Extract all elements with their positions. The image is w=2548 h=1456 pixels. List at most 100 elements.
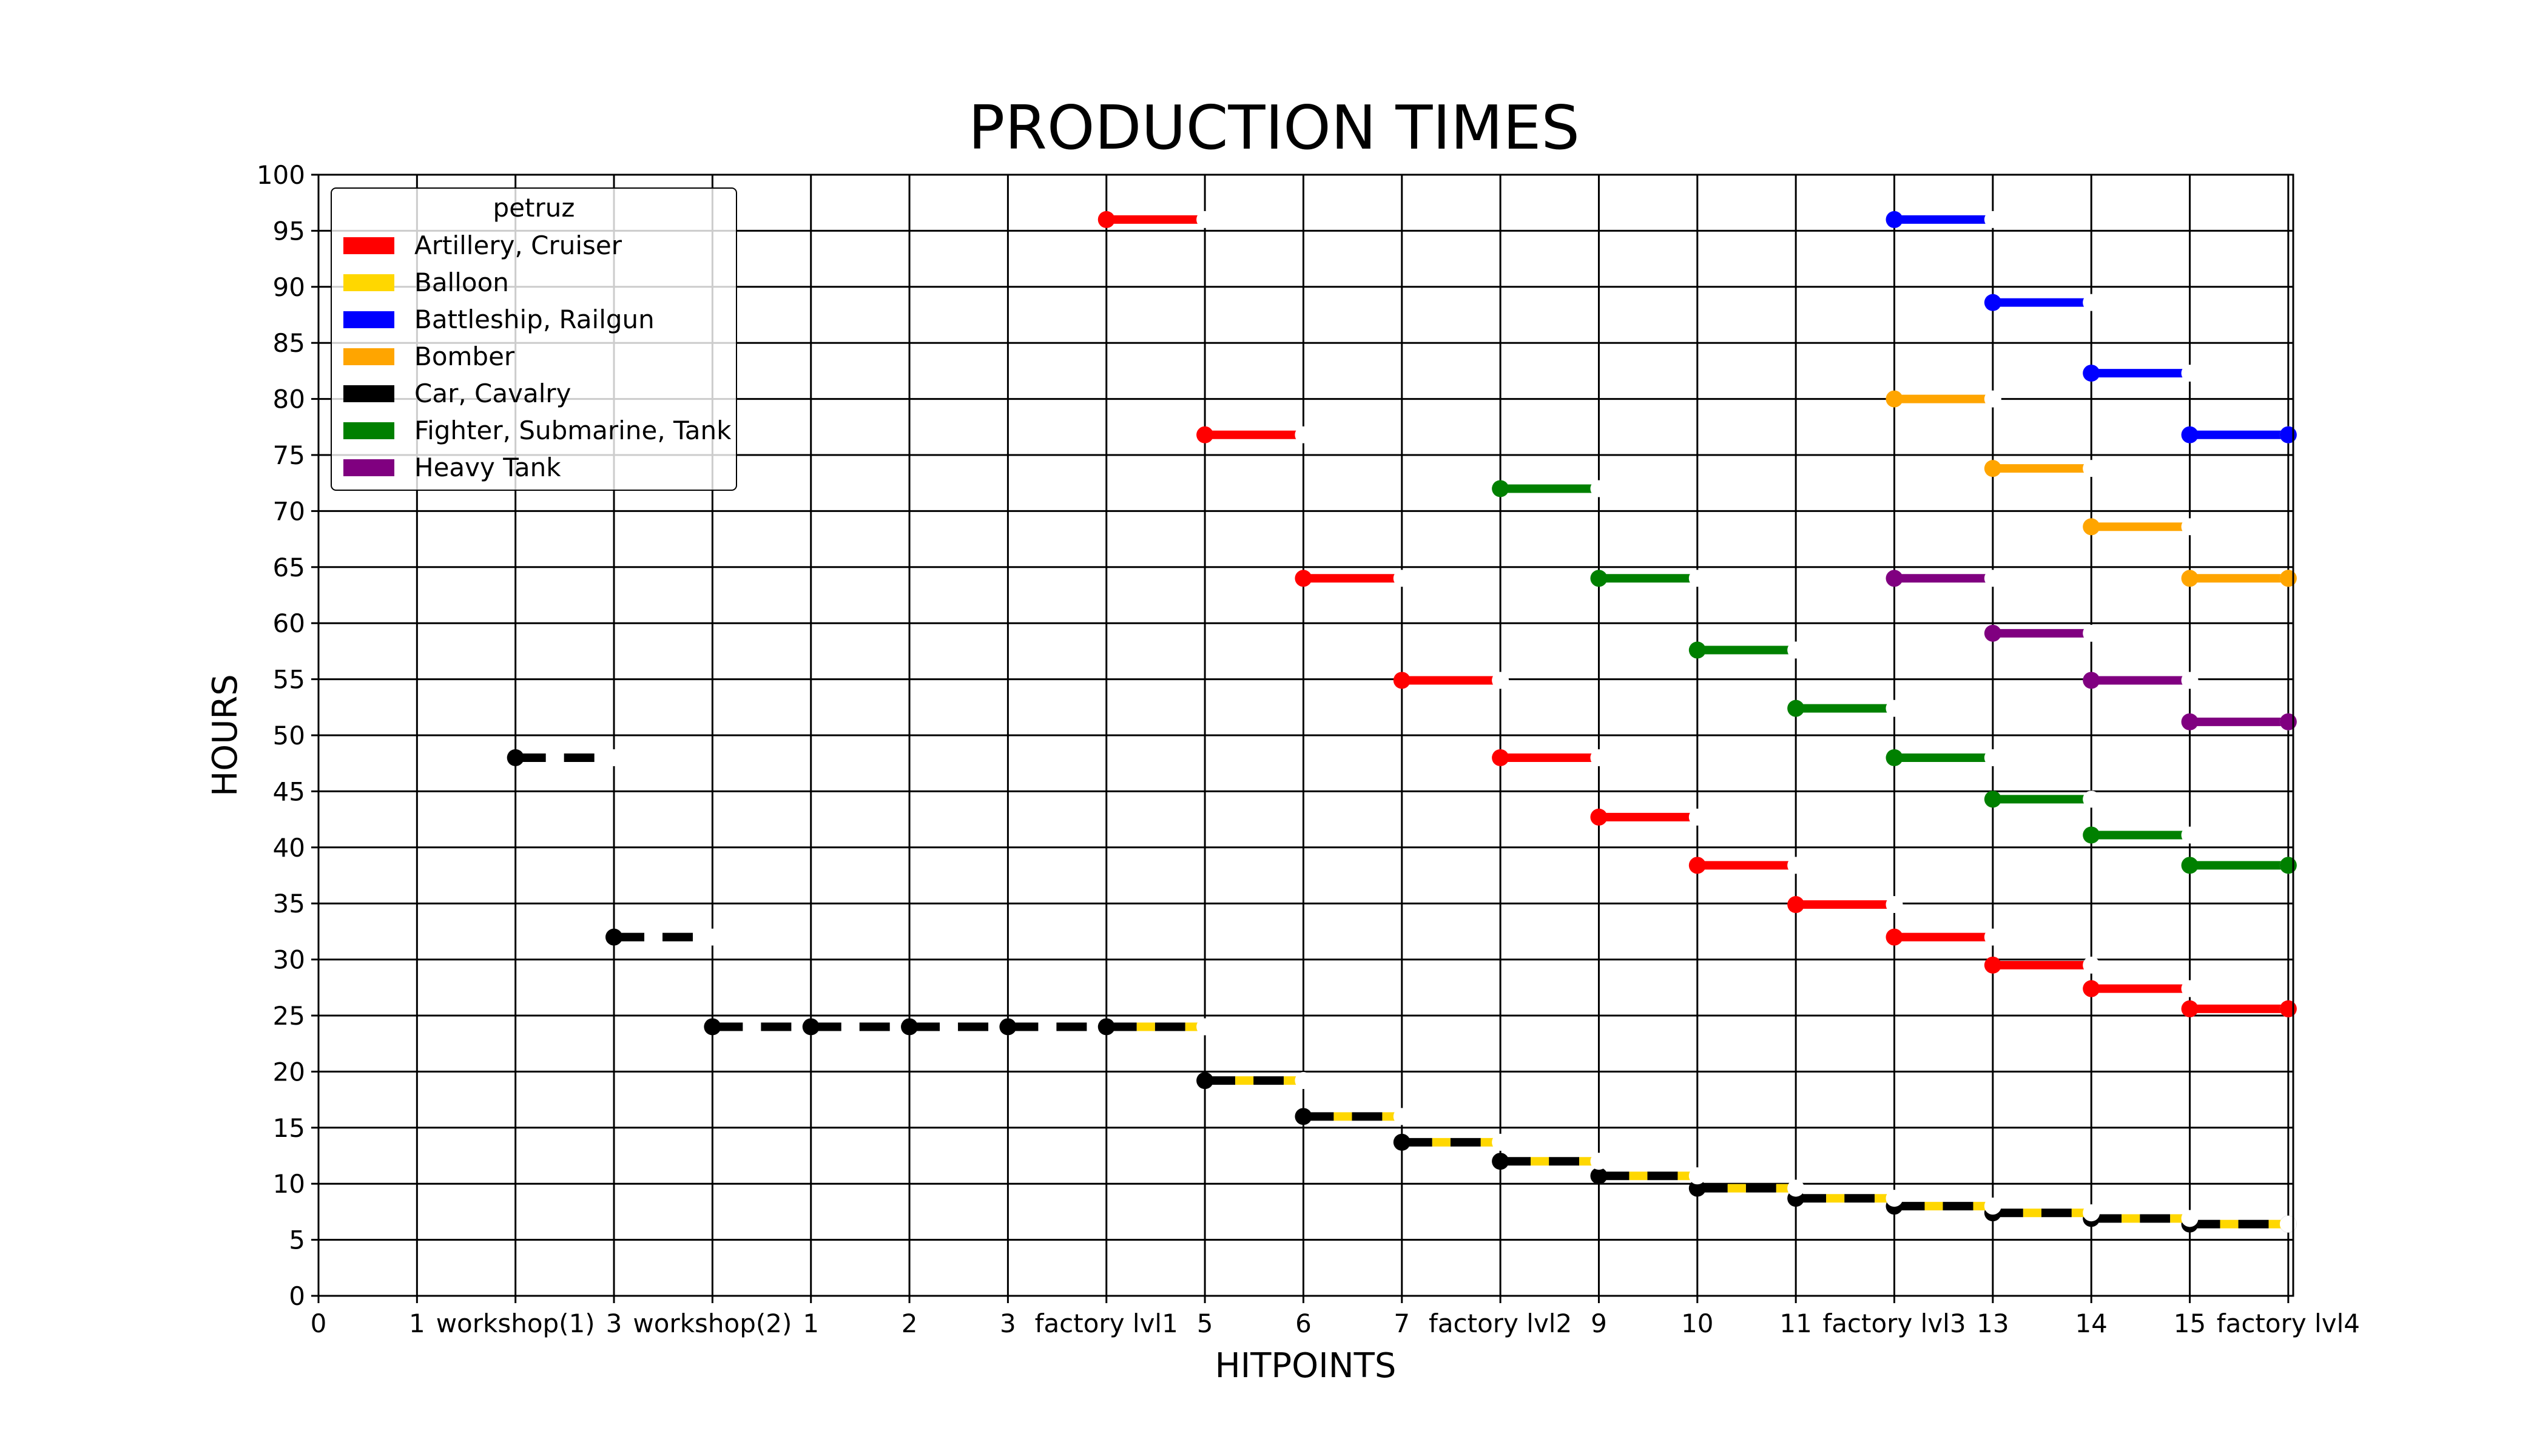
x-tick-label: 10 (1681, 1309, 1713, 1338)
data-point (1886, 570, 1903, 587)
y-tick-label: 95 (273, 216, 305, 246)
plot-area-frame (317, 174, 2294, 1297)
data-point (1196, 426, 1214, 443)
open-endpoint (1393, 1108, 1410, 1125)
x-tick-label: 11 (1779, 1309, 1812, 1338)
open-endpoint (1196, 211, 1214, 228)
legend-swatch (343, 274, 394, 291)
legend: petruz Artillery, Cruiser Balloon Battlesh… (331, 187, 737, 491)
series-layer (507, 211, 2297, 1233)
open-endpoint (1984, 570, 2001, 587)
open-endpoint (1984, 1198, 2001, 1215)
open-endpoint (1984, 390, 2001, 408)
y-tick-label: 100 (257, 160, 305, 190)
data-point (1886, 928, 1903, 946)
data-point (1590, 808, 1608, 826)
x-tick-label: workshop(1) (436, 1309, 595, 1338)
data-point (2279, 713, 2297, 730)
legend-label: Battleship, Railgun (414, 305, 655, 334)
data-point (1097, 1018, 1115, 1036)
y-tick-label: 85 (273, 328, 305, 358)
x-tick-label: 14 (2075, 1309, 2107, 1338)
y-tick-label: 45 (273, 777, 305, 806)
y-tick-label: 10 (273, 1169, 305, 1199)
y-tick-label: 70 (273, 496, 305, 526)
x-tick-label: 7 (1394, 1309, 1410, 1338)
open-endpoint (2083, 294, 2100, 311)
grid-lines (311, 174, 2293, 1303)
open-endpoint (1295, 426, 1312, 443)
data-point (2279, 1000, 2297, 1017)
open-endpoint (1984, 928, 2001, 946)
y-tick-label: 20 (273, 1057, 305, 1087)
data-point (507, 749, 524, 766)
data-point (1393, 1133, 1410, 1151)
x-tick-labels: 0 1 workshop(1) 3 workshop(2) 1 2 3 factory lvl1… (311, 1309, 2360, 1338)
data-point (2083, 980, 2100, 997)
x-tick-label: 15 (2174, 1309, 2206, 1338)
legend-swatch (343, 237, 394, 254)
open-endpoint (1886, 1190, 1903, 1207)
y-tick-labels: 0 5 10 15 20 25 30 35 40 45 50 55 60 65 70 75 80 85 90 95 10… (257, 160, 305, 1311)
series-balloon (1106, 1018, 2297, 1233)
x-tick-label: 1 (803, 1309, 819, 1338)
data-point (1984, 460, 2001, 477)
legend-swatch (343, 311, 394, 328)
open-endpoint (1787, 1179, 1805, 1197)
data-point (1492, 749, 1509, 766)
open-endpoint (2083, 790, 2100, 808)
x-tick-label: 13 (1977, 1309, 2009, 1338)
x-tick-label: 9 (1591, 1309, 1607, 1338)
data-point (1688, 857, 1706, 874)
data-point (1097, 211, 1115, 228)
y-axis-label: HOURS (206, 674, 245, 797)
open-endpoint (2083, 1204, 2100, 1222)
data-point (2279, 857, 2297, 874)
y-tick-label: 25 (273, 1001, 305, 1031)
open-endpoint (1590, 1153, 1608, 1170)
open-endpoint (2181, 365, 2199, 382)
open-endpoint (2279, 1215, 2297, 1233)
legend-label: Heavy Tank (414, 453, 561, 482)
legend-label: Bomber (414, 342, 515, 371)
x-tick-label: factory lvl3 (1822, 1309, 1966, 1338)
data-point (1984, 294, 2001, 311)
open-endpoint (1688, 808, 1706, 826)
data-point (2279, 426, 2297, 443)
open-endpoint (2181, 518, 2199, 536)
open-endpoint (2181, 826, 2199, 844)
data-point (1196, 1072, 1214, 1090)
legend-title: petruz (493, 193, 575, 223)
data-point (1886, 390, 1903, 408)
open-endpoint (2181, 980, 2199, 997)
x-tick-label: factory lvl4 (2217, 1309, 2360, 1338)
data-point (1295, 570, 1312, 587)
legend-label: Artillery, Cruiser (414, 231, 622, 260)
open-endpoint (1787, 641, 1805, 659)
y-tick-label: 90 (273, 272, 305, 302)
data-point (2181, 713, 2199, 730)
data-point (704, 1018, 721, 1036)
x-axis-label: HITPOINTS (1215, 1346, 1397, 1386)
open-endpoint (2181, 672, 2199, 689)
open-endpoint (2181, 1210, 2199, 1227)
series-fighter-submarine-tank (1492, 480, 2297, 874)
data-point (2181, 1000, 2199, 1017)
data-point (1984, 624, 2001, 642)
open-endpoint (1688, 1167, 1706, 1185)
x-tick-label: 5 (1197, 1309, 1213, 1338)
legend-label: Car, Cavalry (414, 379, 571, 408)
open-endpoint (1590, 749, 1608, 766)
data-point (605, 928, 623, 946)
data-point (802, 1018, 820, 1036)
open-endpoint (1886, 699, 1903, 717)
data-point (1886, 211, 1903, 228)
open-endpoint (2083, 956, 2100, 974)
series-artillery-cruiser (1097, 211, 2297, 1017)
y-tick-label: 30 (273, 945, 305, 975)
x-tick-label: factory lvl2 (1429, 1309, 1572, 1338)
y-tick-label: 80 (273, 385, 305, 414)
y-tick-label: 40 (273, 833, 305, 863)
y-tick-label: 75 (273, 440, 305, 470)
